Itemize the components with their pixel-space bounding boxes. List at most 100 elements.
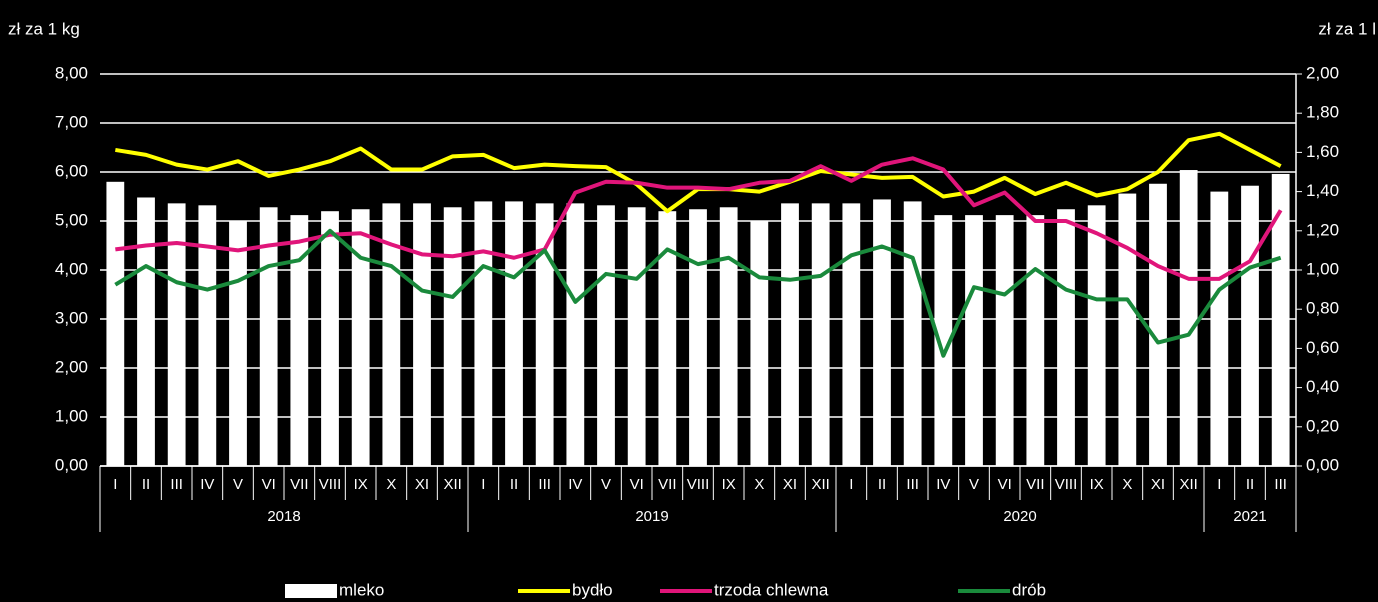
group-label: 2021 [1233, 508, 1266, 525]
x-tick-label: XII [811, 476, 829, 493]
x-tick-label: IV [568, 476, 582, 493]
bar [965, 215, 983, 466]
x-tick-label: IX [1090, 476, 1104, 493]
y2-axis-label: zł za 1 l [1318, 19, 1376, 38]
bar [1118, 193, 1137, 466]
x-tick-label: XI [415, 476, 429, 493]
bar [934, 215, 953, 466]
x-tick-label: I [481, 476, 485, 493]
bar [1087, 205, 1106, 466]
x-tick-label: II [1246, 476, 1254, 493]
x-tick-label: VIII [1055, 476, 1078, 493]
y-tick-label: 0,00 [55, 455, 88, 474]
x-tick-label: I [849, 476, 853, 493]
y-tick-label: 2,00 [55, 357, 88, 376]
x-tick-label: XI [1151, 476, 1165, 493]
x-tick-label: XII [443, 476, 461, 493]
x-tick-label: III [538, 476, 551, 493]
x-tick-label: VIII [687, 476, 710, 493]
x-tick-label: X [754, 476, 764, 493]
y-tick-label: 1,00 [55, 406, 88, 425]
y2-tick-label: 0,60 [1306, 338, 1339, 357]
x-tick-label: VI [998, 476, 1012, 493]
y2-tick-label: 1,00 [1306, 259, 1339, 278]
bar [290, 215, 309, 466]
bar [1241, 185, 1259, 466]
group-label: 2020 [1003, 508, 1036, 525]
x-tick-label: VII [290, 476, 308, 493]
bar [750, 221, 769, 466]
bar [781, 203, 799, 467]
bar [1057, 209, 1075, 467]
y2-tick-label: 2,00 [1306, 63, 1339, 82]
y2-tick-label: 0,00 [1306, 455, 1339, 474]
bar [1210, 191, 1229, 466]
x-tick-label: VI [630, 476, 644, 493]
bar [1026, 215, 1045, 466]
x-tick-label: VII [1026, 476, 1044, 493]
bar [1149, 183, 1167, 466]
x-tick-label: X [386, 476, 396, 493]
bar [167, 203, 186, 467]
x-tick-label: IX [354, 476, 368, 493]
y2-tick-label: 1,60 [1306, 142, 1339, 161]
bar [627, 207, 646, 466]
x-tick-label: V [233, 476, 243, 493]
x-tick-label: VI [262, 476, 276, 493]
y-tick-label: 5,00 [55, 210, 88, 229]
line [114, 228, 1282, 358]
bar [443, 207, 462, 466]
y-tick-label: 6,00 [55, 161, 88, 180]
y2-tick-label: 0,40 [1306, 377, 1339, 396]
legend-label: trzoda chlewna [714, 580, 829, 599]
bar [198, 205, 217, 466]
y2-tick-label: 1,20 [1306, 220, 1339, 239]
x-tick-label: III [170, 476, 183, 493]
bar [106, 181, 125, 467]
x-tick-label: III [1274, 476, 1287, 493]
bar [474, 201, 493, 466]
bar [597, 205, 615, 466]
legend-label: mleko [339, 580, 384, 599]
bar [1179, 170, 1198, 467]
y2-tick-label: 0,20 [1306, 416, 1339, 435]
bar [719, 207, 738, 466]
y2-tick-label: 1,40 [1306, 181, 1339, 200]
bar [903, 201, 922, 466]
bar [873, 199, 891, 466]
x-tick-label: III [906, 476, 919, 493]
x-tick-label: IX [722, 476, 736, 493]
y-tick-label: 3,00 [55, 308, 88, 327]
x-tick-label: IV [936, 476, 950, 493]
bar [259, 207, 278, 466]
y-tick-label: 4,00 [55, 259, 88, 278]
legend-label: bydło [572, 580, 613, 599]
x-tick-label: IV [200, 476, 214, 493]
x-tick-label: X [1122, 476, 1132, 493]
y2-tick-label: 0,80 [1306, 299, 1339, 318]
x-tick-label: XI [783, 476, 797, 493]
x-tick-label: XII [1179, 476, 1197, 493]
bar [689, 209, 707, 467]
legend-swatch [285, 584, 337, 598]
x-tick-label: V [601, 476, 611, 493]
y-axis-label: zł za 1 kg [8, 19, 80, 38]
bar [535, 203, 554, 467]
group-label: 2018 [267, 508, 300, 525]
x-tick-label: V [969, 476, 979, 493]
x-tick-label: I [1217, 476, 1221, 493]
y2-tick-label: 1,80 [1306, 103, 1339, 122]
x-tick-label: VIII [319, 476, 342, 493]
x-tick-label: VII [658, 476, 676, 493]
y-tick-label: 7,00 [55, 112, 88, 131]
bar [566, 203, 585, 467]
group-label: 2019 [635, 508, 668, 525]
bar [842, 203, 861, 467]
bar [995, 215, 1014, 466]
line [115, 156, 1283, 281]
y-tick-label: 8,00 [55, 63, 88, 82]
bar [505, 201, 523, 466]
bar [658, 211, 677, 466]
